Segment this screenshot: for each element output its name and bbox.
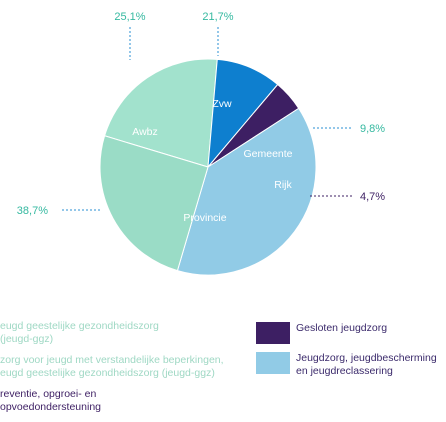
legend-item-preventie: reventie, opgroei- en opvoedondersteunin… xyxy=(0,388,250,414)
slice-label-gemeente: Gemeente xyxy=(243,148,292,160)
legend-item-verstandelijke-beperkingen: zorg voor jeugd met verstandelijke beper… xyxy=(0,354,250,380)
legend-text: eugd geestelijke gezondheidszorg xyxy=(0,320,159,332)
pie-slice-provincie xyxy=(176,107,317,276)
legend-swatch xyxy=(256,352,290,374)
pie-slice-awbz xyxy=(99,135,209,272)
pie-slice-zvw xyxy=(103,58,218,168)
slice-label-rijk: Rijk xyxy=(274,179,292,191)
legend-text: opvoedondersteuning xyxy=(0,401,102,413)
legend-text: Gesloten jeugdzorg xyxy=(296,322,388,334)
value-label-awbz: 25,1% xyxy=(114,11,145,23)
legend-text: (jeugd-ggz) xyxy=(0,333,54,345)
legend-item-jeugd-ggz: eugd geestelijke gezondheidszorg (jeugd-… xyxy=(0,320,250,346)
legend-right: Gesloten jeugdzorg Jeugdzorg, jeugdbesch… xyxy=(256,322,446,386)
legend-text: eugd geestelijke gezondheidszorg (jeugd-… xyxy=(0,367,215,379)
legend-swatch xyxy=(256,322,290,344)
legend-text: en jeugdreclassering xyxy=(296,365,393,377)
legend-left: eugd geestelijke gezondheidszorg (jeugd-… xyxy=(0,320,250,422)
pie-chart: Zvw 21,7% Gemeente 9,8% Rijk 4,7% Provincie 38,… xyxy=(17,11,385,276)
value-label-gemeente: 9,8% xyxy=(360,123,385,135)
slice-label-awbz: Awbz xyxy=(132,126,158,138)
slice-label-zvw: Zvw xyxy=(212,98,232,110)
value-label-provincie: 38,7% xyxy=(17,205,48,217)
legend-text: zorg voor jeugd met verstandelijke beper… xyxy=(0,354,224,366)
legend-item-gesloten-jeugdzorg: Gesloten jeugdzorg xyxy=(256,322,446,344)
legend-text: reventie, opgroei- en xyxy=(0,388,97,400)
slice-label-provincie: Provincie xyxy=(183,212,226,224)
value-label-rijk: 4,7% xyxy=(360,191,385,203)
legend-text: Jeugdzorg, jeugdbescherming xyxy=(296,352,437,364)
value-label-zvw: 21,7% xyxy=(202,11,233,23)
legend-item-jeugdzorg: Jeugdzorg, jeugdbescherming en jeugdrecl… xyxy=(256,352,446,378)
